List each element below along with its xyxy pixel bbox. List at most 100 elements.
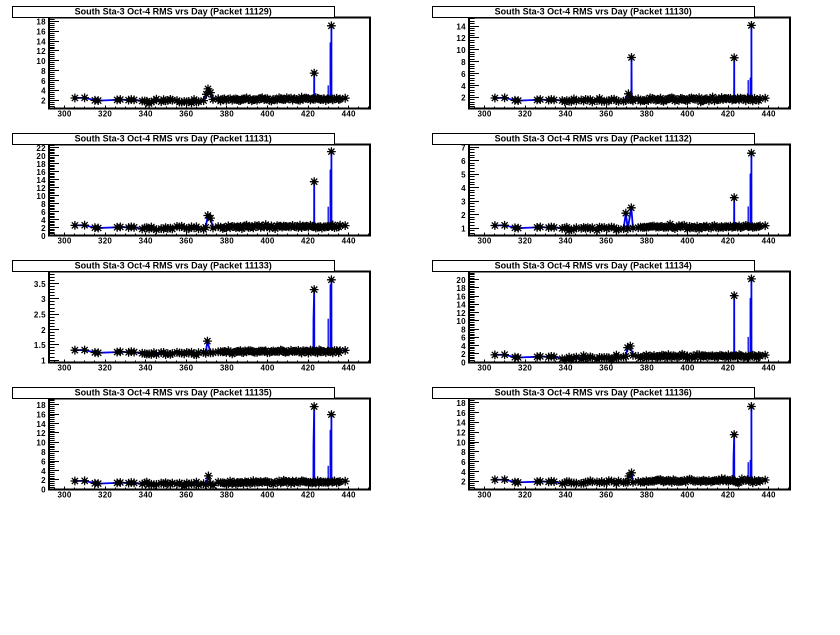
svg-text:4: 4: [41, 87, 46, 96]
svg-text:South Sta-3 Oct-4 RMS vrs Day: South Sta-3 Oct-4 RMS vrs Day (Packet 11…: [75, 387, 272, 397]
svg-text:2: 2: [41, 326, 46, 335]
svg-text:14: 14: [36, 420, 46, 429]
svg-text:300: 300: [57, 491, 71, 500]
svg-text:18: 18: [36, 401, 46, 410]
svg-text:380: 380: [220, 110, 234, 119]
svg-text:440: 440: [762, 491, 776, 500]
svg-text:South Sta-3 Oct-4 RMS vrs Day: South Sta-3 Oct-4 RMS vrs Day (Packet 11…: [75, 133, 272, 143]
svg-text:340: 340: [559, 237, 573, 246]
svg-text:18: 18: [36, 18, 46, 27]
svg-text:360: 360: [179, 237, 193, 246]
svg-text:12: 12: [36, 429, 46, 438]
svg-text:18: 18: [456, 399, 466, 408]
svg-text:380: 380: [220, 491, 234, 500]
svg-text:360: 360: [179, 364, 193, 373]
svg-text:320: 320: [98, 237, 112, 246]
svg-text:16: 16: [36, 410, 46, 419]
svg-text:300: 300: [57, 364, 71, 373]
svg-text:12: 12: [456, 34, 466, 43]
svg-text:3: 3: [461, 197, 466, 206]
svg-text:14: 14: [36, 176, 46, 185]
svg-text:300: 300: [57, 237, 71, 246]
svg-text:1.5: 1.5: [34, 341, 46, 350]
svg-text:12: 12: [456, 429, 466, 438]
svg-text:380: 380: [640, 110, 654, 119]
svg-text:400: 400: [680, 491, 694, 500]
svg-text:16: 16: [456, 409, 466, 418]
svg-text:300: 300: [477, 110, 491, 119]
svg-text:420: 420: [301, 110, 315, 119]
svg-text:320: 320: [98, 364, 112, 373]
svg-text:20: 20: [36, 152, 46, 161]
svg-text:4: 4: [41, 467, 46, 476]
svg-text:320: 320: [98, 110, 112, 119]
svg-text:4: 4: [461, 342, 466, 351]
svg-text:360: 360: [179, 491, 193, 500]
svg-text:400: 400: [260, 364, 274, 373]
svg-text:300: 300: [477, 237, 491, 246]
svg-text:440: 440: [342, 491, 356, 500]
svg-text:2: 2: [41, 224, 46, 233]
svg-text:2: 2: [461, 478, 466, 487]
svg-text:12: 12: [36, 184, 46, 193]
svg-text:3.5: 3.5: [34, 280, 46, 289]
svg-text:0: 0: [41, 486, 46, 495]
svg-text:440: 440: [762, 364, 776, 373]
svg-text:8: 8: [461, 448, 466, 457]
svg-text:340: 340: [559, 364, 573, 373]
svg-text:320: 320: [518, 364, 532, 373]
svg-text:South Sta-3 Oct-4 RMS vrs Day: South Sta-3 Oct-4 RMS vrs Day (Packet 11…: [75, 260, 272, 270]
svg-text:380: 380: [220, 364, 234, 373]
svg-text:300: 300: [477, 364, 491, 373]
svg-text:6: 6: [461, 334, 466, 343]
svg-text:400: 400: [260, 110, 274, 119]
svg-text:440: 440: [342, 110, 356, 119]
svg-text:18: 18: [456, 284, 466, 293]
svg-text:8: 8: [461, 58, 466, 67]
svg-text:420: 420: [721, 364, 735, 373]
svg-text:360: 360: [599, 491, 613, 500]
svg-text:320: 320: [518, 491, 532, 500]
svg-text:340: 340: [139, 237, 153, 246]
svg-text:South Sta-3 Oct-4 RMS vrs Day: South Sta-3 Oct-4 RMS vrs Day (Packet 11…: [75, 6, 272, 16]
svg-text:8: 8: [41, 67, 46, 76]
svg-text:10: 10: [456, 438, 466, 447]
svg-text:420: 420: [721, 491, 735, 500]
svg-text:2: 2: [461, 350, 466, 359]
svg-text:360: 360: [599, 110, 613, 119]
svg-text:South Sta-3 Oct-4 RMS vrs Day: South Sta-3 Oct-4 RMS vrs Day (Packet 11…: [495, 6, 692, 16]
svg-text:340: 340: [559, 110, 573, 119]
svg-text:320: 320: [518, 110, 532, 119]
svg-text:380: 380: [640, 364, 654, 373]
svg-text:340: 340: [139, 491, 153, 500]
svg-text:16: 16: [36, 168, 46, 177]
svg-text:10: 10: [456, 46, 466, 55]
svg-text:300: 300: [57, 110, 71, 119]
svg-text:2: 2: [461, 211, 466, 220]
svg-text:14: 14: [36, 37, 46, 46]
svg-text:1: 1: [461, 224, 466, 233]
svg-text:340: 340: [139, 364, 153, 373]
svg-text:4: 4: [461, 82, 466, 91]
svg-text:380: 380: [220, 237, 234, 246]
svg-text:420: 420: [301, 237, 315, 246]
svg-text:22: 22: [36, 144, 46, 153]
svg-text:400: 400: [680, 237, 694, 246]
svg-text:12: 12: [36, 47, 46, 56]
svg-text:8: 8: [41, 448, 46, 457]
svg-text:420: 420: [301, 364, 315, 373]
svg-text:0: 0: [41, 232, 46, 241]
svg-text:16: 16: [456, 293, 466, 302]
svg-text:340: 340: [139, 110, 153, 119]
svg-text:340: 340: [559, 491, 573, 500]
svg-text:380: 380: [640, 237, 654, 246]
svg-text:4: 4: [41, 216, 46, 225]
svg-text:400: 400: [260, 491, 274, 500]
svg-text:2: 2: [461, 94, 466, 103]
svg-text:14: 14: [456, 419, 466, 428]
svg-text:3: 3: [41, 295, 46, 304]
svg-text:20: 20: [456, 276, 466, 285]
svg-text:16: 16: [36, 28, 46, 37]
svg-text:440: 440: [342, 237, 356, 246]
svg-text:10: 10: [36, 439, 46, 448]
